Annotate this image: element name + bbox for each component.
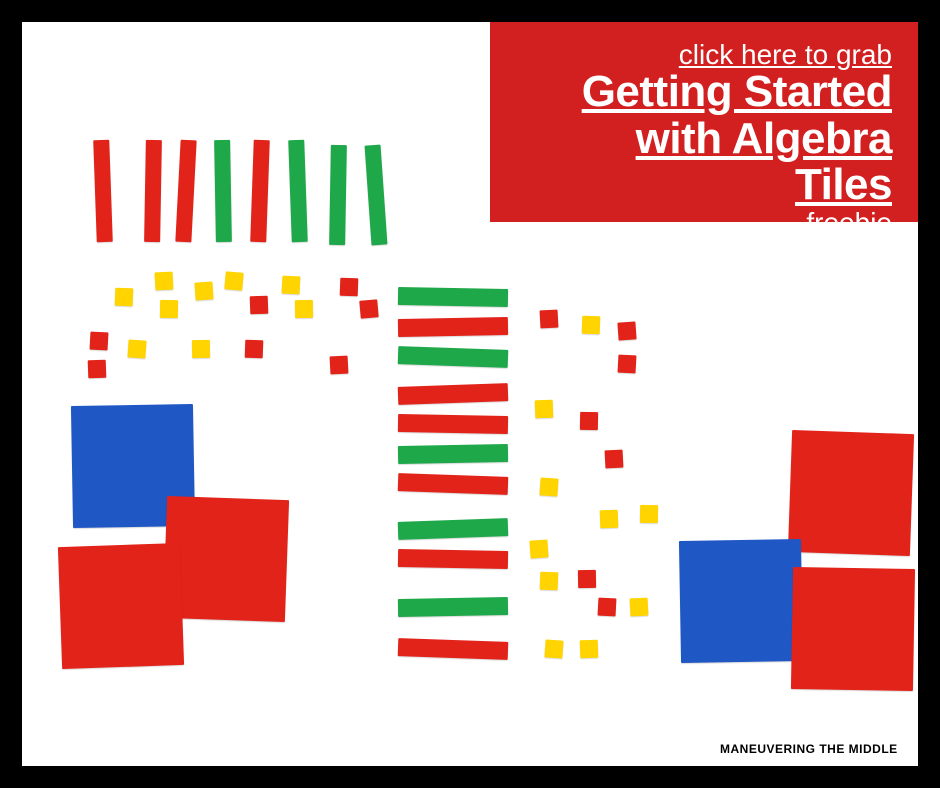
algebra-tile — [398, 518, 509, 540]
algebra-tile — [144, 140, 162, 242]
algebra-tile — [398, 549, 508, 569]
algebra-tile — [58, 543, 184, 669]
algebra-tile — [340, 278, 359, 297]
algebra-tile — [224, 271, 244, 291]
algebra-tile — [630, 598, 649, 617]
algebra-tile — [359, 299, 379, 319]
algebra-tile — [529, 539, 548, 558]
algebra-tile — [194, 281, 213, 300]
algebra-tile — [398, 444, 508, 464]
cta-line-2: Getting Started — [530, 69, 892, 115]
algebra-tile — [282, 276, 301, 295]
algebra-tile — [214, 140, 232, 242]
cta-banner[interactable]: click here to grab Getting Started with … — [490, 22, 918, 222]
algebra-tile — [580, 640, 599, 659]
algebra-tile — [250, 296, 269, 315]
algebra-tile — [115, 288, 134, 307]
cta-line-1: click here to grab — [530, 40, 892, 69]
algebra-tile — [398, 346, 509, 368]
algebra-tile — [598, 598, 617, 617]
algebra-tile — [605, 450, 624, 469]
algebra-tile — [398, 638, 509, 660]
watermark-text: MANEUVERING THE MIDDLE — [720, 742, 898, 756]
algebra-tile — [788, 430, 914, 556]
algebra-tile — [640, 505, 658, 523]
algebra-tile — [398, 317, 508, 337]
algebra-tile — [398, 473, 509, 495]
cta-line-3: with Algebra Tiles — [530, 116, 892, 208]
algebra-tile — [600, 510, 619, 529]
algebra-tile — [535, 400, 554, 419]
algebra-tile — [330, 356, 349, 375]
algebra-tile — [617, 321, 636, 340]
algebra-tile — [192, 340, 210, 358]
algebra-tile — [540, 572, 559, 591]
algebra-tile — [539, 477, 558, 496]
algebra-tile — [160, 300, 178, 318]
algebra-tile — [88, 360, 107, 379]
algebra-tile — [155, 272, 174, 291]
algebra-tile — [618, 355, 637, 374]
algebra-tile — [580, 412, 598, 430]
algebra-tile — [90, 332, 109, 351]
algebra-tile — [578, 570, 596, 588]
algebra-tile — [245, 340, 264, 359]
algebra-tile — [295, 300, 313, 318]
algebra-tile — [398, 287, 508, 307]
algebra-tile — [540, 310, 559, 329]
algebra-tile — [679, 539, 803, 663]
algebra-tile — [127, 339, 146, 358]
algebra-tile — [791, 567, 915, 691]
algebra-tile — [398, 414, 508, 434]
algebra-tile — [398, 597, 508, 617]
algebra-tile — [329, 145, 347, 245]
algebra-tile — [398, 383, 509, 405]
cta-line-4: freebie — [530, 208, 892, 237]
algebra-tile — [582, 316, 601, 335]
algebra-tile — [544, 639, 563, 658]
